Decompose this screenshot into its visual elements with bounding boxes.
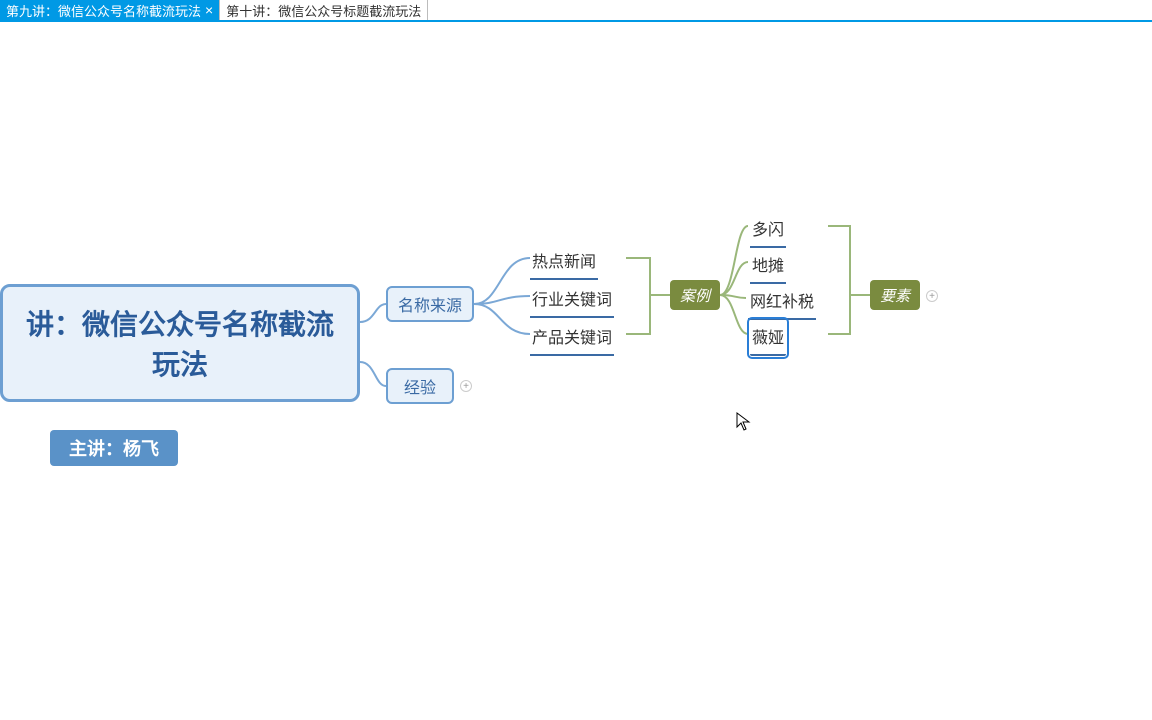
- expand-icon[interactable]: +: [460, 380, 472, 392]
- branch-name-source[interactable]: 名称来源: [386, 286, 474, 322]
- node-label: 行业关键词: [532, 286, 612, 310]
- summary-cases[interactable]: 案例: [670, 280, 720, 310]
- case-weiya[interactable]: 薇娅: [750, 320, 786, 356]
- node-label: 要素: [880, 285, 910, 306]
- node-product-keyword[interactable]: 产品关键词: [530, 320, 614, 356]
- branch-experience[interactable]: 经验: [386, 368, 454, 404]
- root-node[interactable]: 讲：微信公众号名称截流玩法: [0, 284, 360, 402]
- branch-label: 经验: [404, 374, 436, 398]
- tab-lecture-9[interactable]: 第九讲：微信公众号名称截流玩法 ×: [0, 0, 220, 20]
- node-hot-news[interactable]: 热点新闻: [530, 244, 598, 280]
- case-wanghong[interactable]: 网红补税: [748, 284, 816, 320]
- cursor-icon: [736, 412, 752, 437]
- node-label: 网红补税: [750, 288, 814, 312]
- node-label: 地摊: [752, 252, 784, 276]
- node-label: 多闪: [752, 216, 784, 240]
- tab-lecture-10[interactable]: 第十讲：微信公众号标题截流玩法: [220, 0, 428, 20]
- node-industry-keyword[interactable]: 行业关键词: [530, 282, 614, 318]
- root-label: 讲：微信公众号名称截流玩法: [19, 303, 341, 383]
- expand-icon[interactable]: +: [926, 290, 938, 302]
- tab-label: 第九讲：微信公众号名称截流玩法: [6, 1, 201, 20]
- mindmap-canvas[interactable]: 讲：微信公众号名称截流玩法 主讲：杨飞 名称来源 经验 + 热点新闻 行业关键词…: [0, 22, 1152, 720]
- presenter-badge[interactable]: 主讲：杨飞: [50, 430, 178, 466]
- summary-elements[interactable]: 要素: [870, 280, 920, 310]
- tab-label: 第十讲：微信公众号标题截流玩法: [226, 1, 421, 20]
- case-duoshan[interactable]: 多闪: [750, 212, 786, 248]
- node-label: 产品关键词: [532, 324, 612, 348]
- presenter-label: 主讲：杨飞: [69, 435, 159, 461]
- branch-label: 名称来源: [398, 292, 462, 316]
- node-label: 热点新闻: [532, 248, 596, 272]
- close-icon[interactable]: ×: [205, 3, 213, 17]
- tab-bar: 第九讲：微信公众号名称截流玩法 × 第十讲：微信公众号标题截流玩法: [0, 0, 1152, 22]
- node-label: 案例: [680, 285, 710, 306]
- node-label: 薇娅: [752, 324, 784, 348]
- case-ditang[interactable]: 地摊: [750, 248, 786, 284]
